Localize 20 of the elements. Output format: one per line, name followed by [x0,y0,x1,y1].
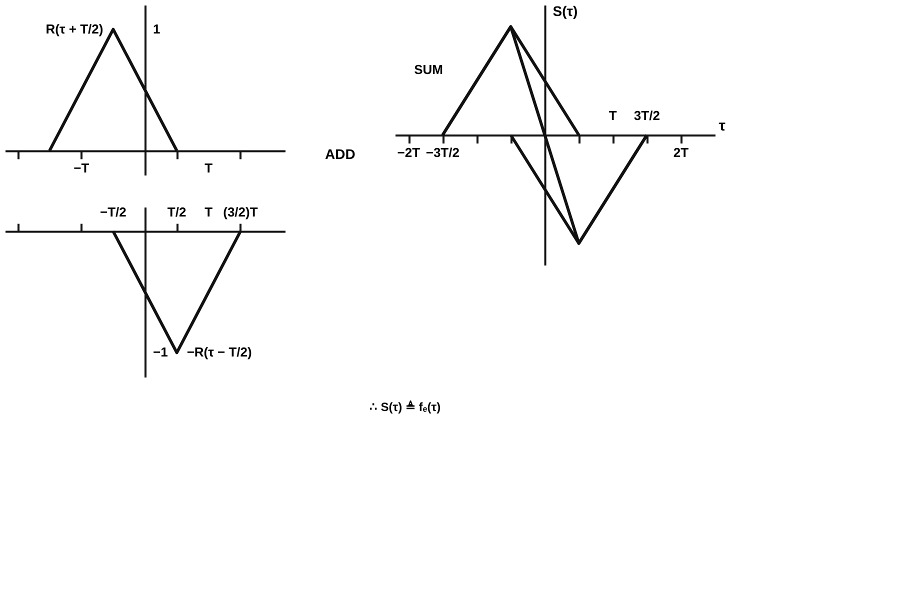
x-tick-label: 2T [673,145,689,160]
x-tick-label: 3T/2 [634,108,660,123]
annotation: R(τ + T/2) [46,21,104,36]
text: ADD [325,146,356,162]
annotation: SUM [414,62,443,77]
x-tick-label: −T [74,160,90,176]
x-tick-label: −T/2 [100,204,126,220]
x-tick-label: −2T [397,145,420,160]
annotation: 1 [153,21,160,36]
annotation: −1 [153,344,168,360]
x-tick-label: T/2 [167,204,186,220]
x-tick-label: T [204,204,213,220]
x-axis-title: τ [718,118,726,134]
x-tick-label: T [608,108,617,123]
x-tick-label: −3T/2 [426,145,460,160]
y-axis-title: S(τ) [552,3,578,19]
annotation: −R(τ − T/2) [186,344,252,360]
text: ∴ S(τ) ≜ fₑ(τ) [369,400,441,414]
x-tick-label: T [204,160,213,176]
x-tick-label: (3/2)T [223,204,258,220]
